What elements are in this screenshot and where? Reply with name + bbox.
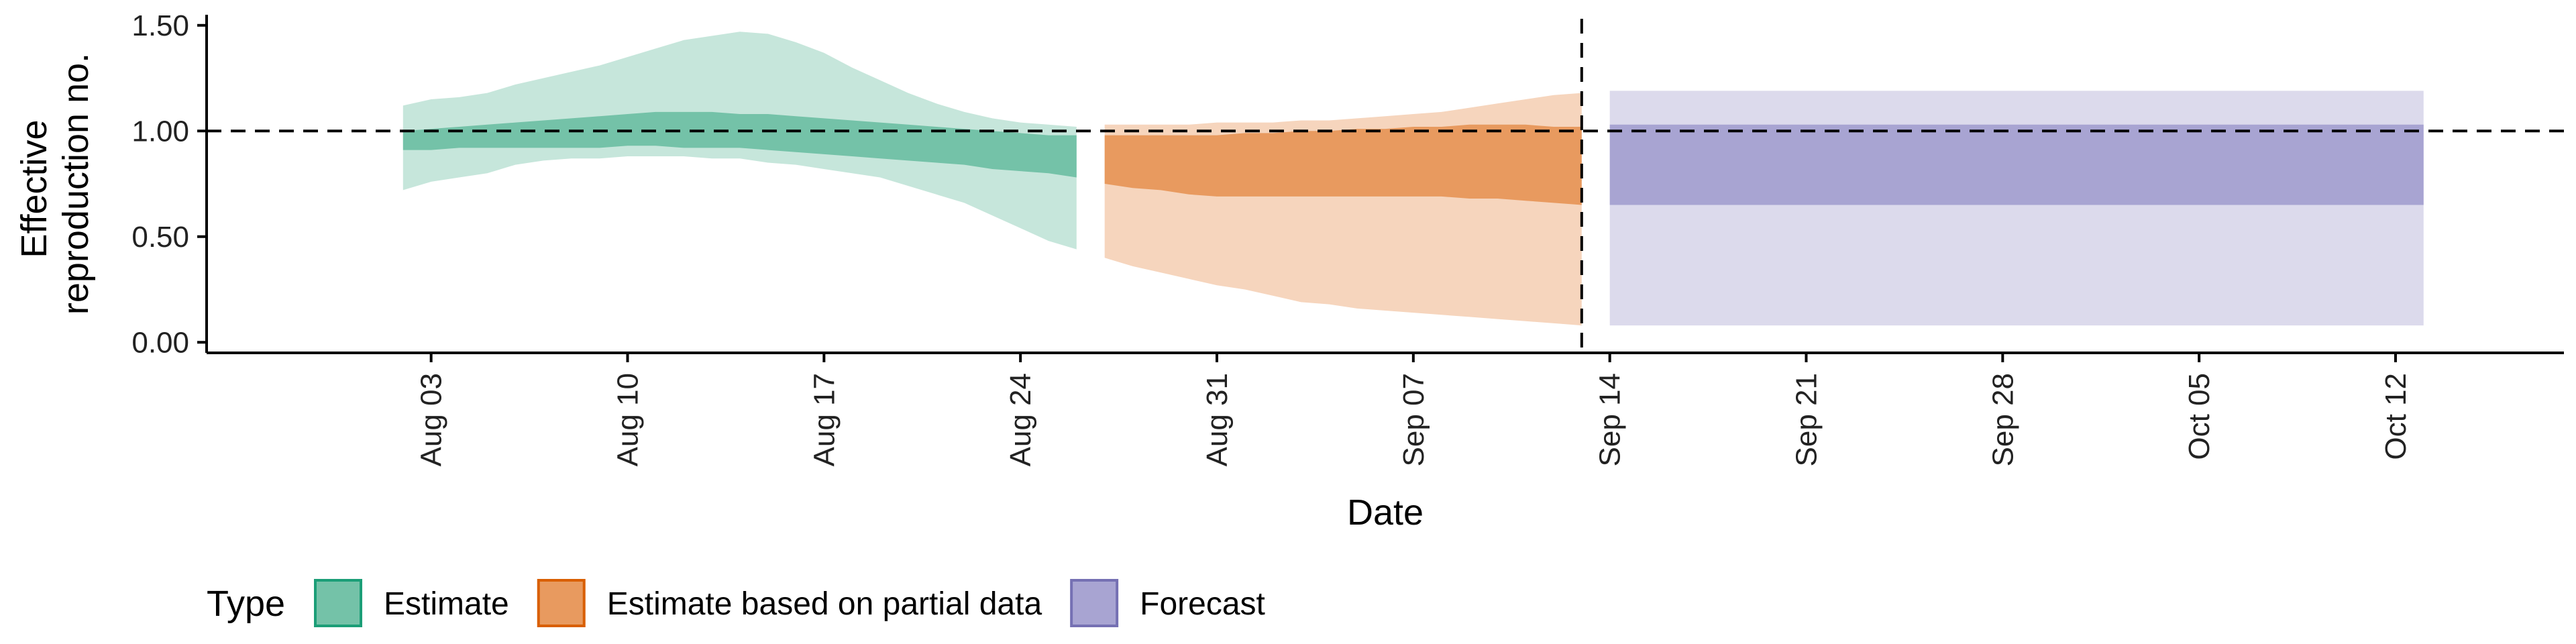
legend-title: Type	[207, 584, 285, 624]
y-tick-label: 1.50	[131, 9, 189, 42]
uncertainty-bands	[402, 32, 2424, 326]
y-axis-title-line-2: reproduction no.	[56, 53, 96, 315]
x-tick-label: Sep 07	[1397, 373, 1430, 466]
x-tick-label: Sep 21	[1790, 373, 1823, 466]
y-tick-label: 1.00	[131, 115, 189, 148]
legend: Type Estimate Estimate based on partial d…	[207, 579, 1265, 627]
legend-label-1: Estimate based on partial data	[607, 586, 1042, 622]
x-tick-label: Oct 05	[2183, 373, 2216, 460]
x-tick-label: Aug 03	[415, 373, 448, 466]
x-tick-label: Sep 14	[1594, 373, 1627, 466]
x-tick-label: Aug 17	[808, 373, 841, 466]
x-tick-label: Aug 24	[1004, 373, 1037, 466]
band-inner-2	[1609, 124, 2424, 205]
y-axis-title: Effective reproduction no.	[14, 53, 96, 315]
x-tick-label: Sep 28	[1986, 373, 2019, 466]
x-tick-label: Aug 31	[1201, 373, 1234, 466]
x-axis-title: Date	[1347, 492, 1424, 533]
legend-label-0: Estimate	[384, 586, 509, 622]
x-axis: Aug 03 Aug 10 Aug 17 Aug 24 Aug 31 Sep 07 Sep …	[207, 352, 2564, 466]
band-inner-1	[1104, 124, 1582, 205]
y-tick-label: 0.00	[131, 326, 189, 359]
legend-swatch-0	[314, 579, 362, 627]
legend-swatch-1	[537, 579, 586, 627]
legend-swatch-2	[1070, 579, 1119, 627]
y-axis-title-line-1: Effective	[14, 119, 54, 258]
y-axis: 0.00 0.50 1.00 1.50	[131, 9, 208, 359]
plot-area	[207, 19, 2564, 353]
x-tick-label: Oct 12	[2379, 373, 2412, 460]
x-tick-label: Aug 10	[612, 373, 645, 466]
band-inner-0	[402, 111, 1077, 178]
y-tick-label: 0.50	[131, 221, 189, 254]
legend-label-2: Forecast	[1140, 586, 1265, 622]
